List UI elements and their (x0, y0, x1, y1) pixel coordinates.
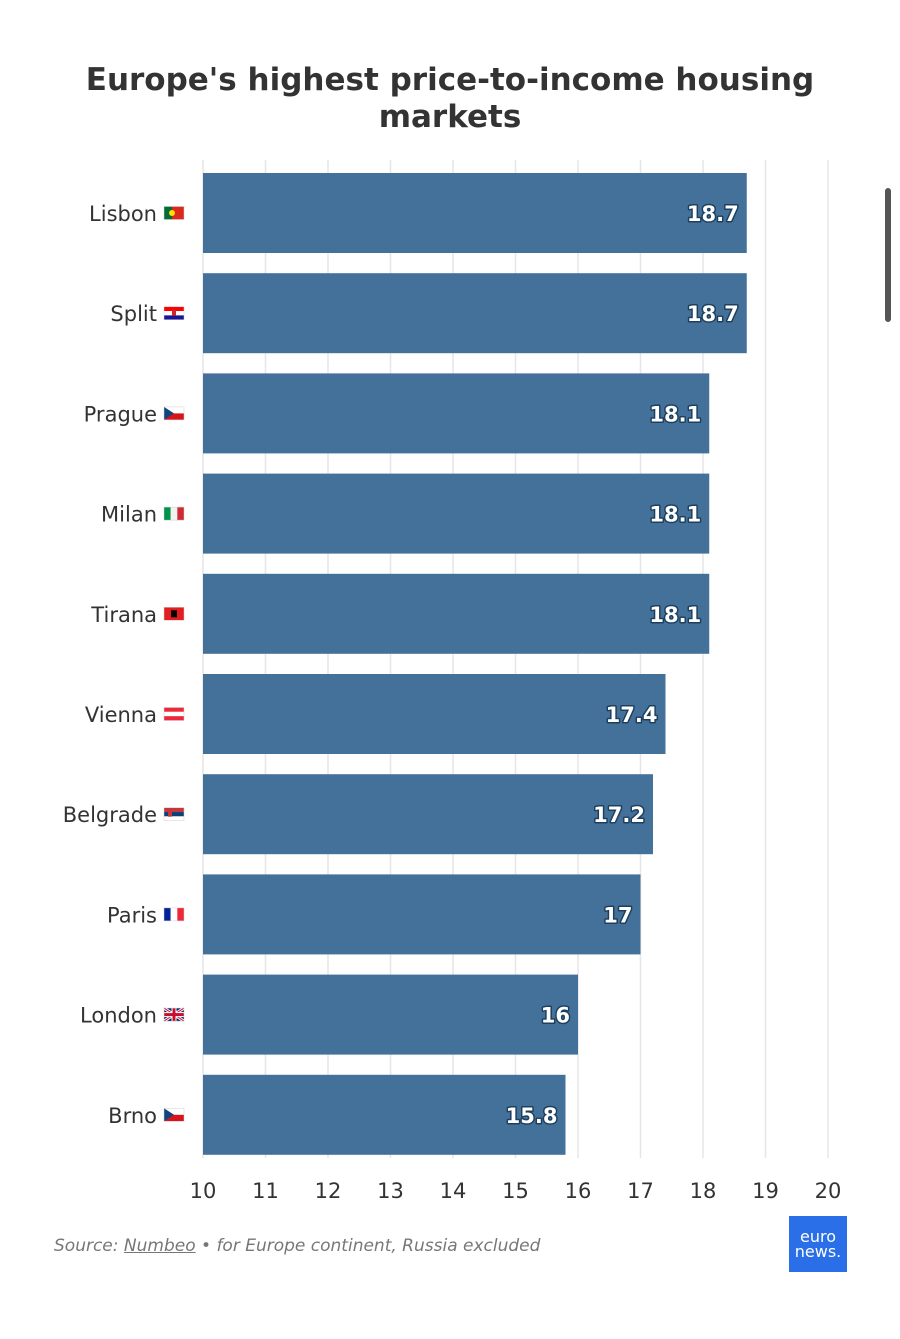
x-tick-label: 12 (315, 1179, 342, 1203)
x-tick-label: 14 (440, 1179, 467, 1203)
logo-line-1: euro (800, 1227, 836, 1246)
value-label: 15.8 (506, 1104, 558, 1128)
x-tick-label: 19 (752, 1179, 779, 1203)
value-label: 17.2 (593, 803, 645, 827)
source-suffix: • for Europe continent, Russia excluded (195, 1236, 541, 1256)
chart-title-line-2: markets (378, 99, 522, 135)
x-tick-label: 20 (815, 1179, 842, 1203)
value-label: 18.7 (687, 202, 739, 226)
value-label: 18.7 (687, 302, 739, 326)
bar-lisbon[interactable] (203, 173, 747, 253)
category-label: Split (110, 302, 157, 326)
category-label: Tirana (90, 603, 157, 627)
flag-at-icon (163, 707, 185, 721)
category-label: Milan (101, 503, 157, 527)
category-label: Vienna (85, 703, 157, 727)
flag-gb-icon (163, 1006, 185, 1023)
chart-title-line-1: Europe's highest price-to-income housing (85, 62, 815, 98)
value-label: 18.1 (649, 503, 701, 527)
category-label: Paris (107, 903, 157, 927)
x-tick-label: 10 (190, 1179, 217, 1203)
flag-it-icon (163, 506, 185, 521)
bar-split[interactable] (203, 273, 747, 354)
source-link[interactable]: Numbeo (123, 1236, 196, 1256)
flag-cz-icon (163, 1108, 185, 1122)
bar-milan[interactable] (203, 473, 710, 554)
bar-tirana[interactable] (203, 573, 710, 654)
bar-chart: 18.7 18.7 18.1 18.1 18.1 17.4 17.2 17 16 15.8 Lis… (63, 160, 842, 1203)
category-label: Prague (84, 402, 157, 426)
x-tick-label: 11 (252, 1179, 279, 1203)
logo-line-2: news. (794, 1242, 842, 1261)
value-label: 17 (603, 903, 632, 927)
bar-paris[interactable] (203, 874, 641, 955)
flag-rs-icon (163, 807, 185, 821)
value-label: 16 (541, 1004, 570, 1028)
flag-cz-icon (163, 406, 185, 421)
x-tick-label: 16 (565, 1179, 592, 1203)
flag-hr-icon (163, 306, 185, 320)
x-tick-label: 17 (627, 1179, 654, 1203)
bar-prague[interactable] (203, 373, 710, 454)
bar-london[interactable] (203, 974, 578, 1055)
category-label: Lisbon (89, 202, 157, 226)
euronews-logo: euro news. (789, 1216, 847, 1272)
value-label: 18.1 (649, 603, 701, 627)
flag-fr-icon (163, 907, 185, 922)
bar-brno[interactable] (203, 1074, 566, 1155)
chart-title: Europe's highest price-to-income housing… (0, 62, 900, 136)
scrollbar[interactable] (885, 188, 891, 322)
source-note: Source: Numbeo • for Europe continent, R… (54, 1236, 540, 1256)
flag-al-icon (163, 607, 185, 621)
value-label: 17.4 (606, 703, 658, 727)
bars: 18.7 18.7 18.1 18.1 18.1 17.4 17.2 17 16 15.8 (203, 173, 747, 1155)
flag-pt-icon (163, 206, 185, 220)
x-axis-ticks: 10 11 12 13 14 15 16 17 18 19 20 (190, 1179, 842, 1203)
category-label: Brno (108, 1104, 157, 1128)
source-prefix: Source: (54, 1236, 124, 1256)
x-tick-label: 13 (377, 1179, 404, 1203)
value-label: 18.1 (649, 402, 701, 426)
x-tick-label: 15 (502, 1179, 529, 1203)
bar-vienna[interactable] (203, 674, 666, 754)
bar-belgrade[interactable] (203, 774, 653, 855)
category-label: Belgrade (63, 803, 157, 827)
x-tick-label: 18 (690, 1179, 717, 1203)
category-label: London (80, 1004, 157, 1028)
category-labels: Lisbon Split Prague Milan Tirana Vienna Belgra… (63, 202, 185, 1128)
